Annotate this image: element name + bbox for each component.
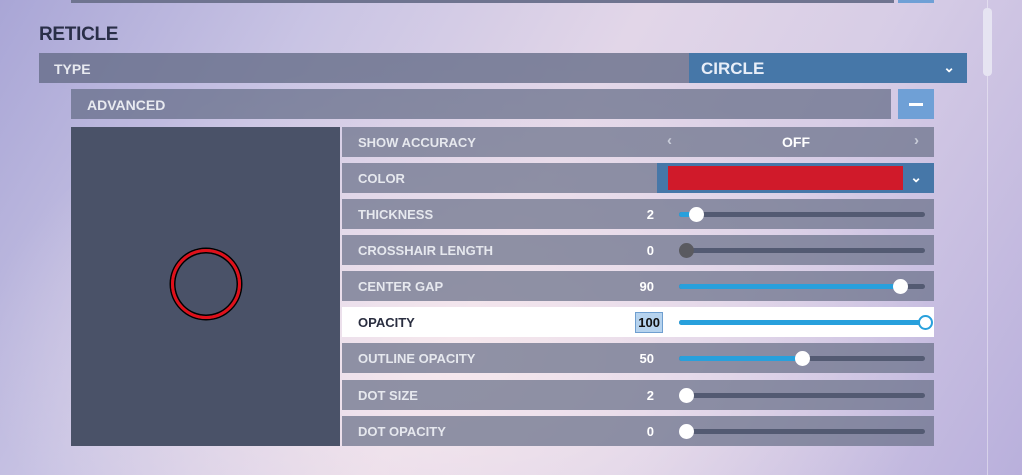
setting-dot-size[interactable]: DOT SIZE 2	[342, 380, 934, 410]
reticle-preview	[71, 127, 340, 446]
setting-label: COLOR	[358, 171, 405, 186]
previous-row	[71, 0, 894, 3]
collapse-advanced-button[interactable]	[898, 89, 934, 119]
chevron-right-icon[interactable]: ›	[914, 132, 919, 149]
setting-label: SHOW ACCURACY	[358, 135, 476, 150]
setting-label: DOT OPACITY	[358, 424, 446, 439]
chevron-left-icon[interactable]: ‹	[667, 132, 672, 149]
setting-label: THICKNESS	[358, 207, 434, 222]
setting-center-gap[interactable]: CENTER GAP 90	[342, 271, 934, 301]
type-label: TYPE	[54, 61, 91, 77]
setting-value: 90	[639, 279, 654, 294]
slider-thumb[interactable]	[679, 243, 695, 258]
setting-crosshair-length[interactable]: CROSSHAIR LENGTH 0	[342, 235, 934, 265]
slider-thumb[interactable]	[918, 315, 933, 330]
slider-thumb[interactable]	[689, 207, 705, 222]
type-row: TYPE CIRCLE ⌄	[39, 53, 967, 83]
slider-thumb[interactable]	[679, 424, 695, 439]
type-value: CIRCLE	[701, 59, 765, 78]
color-dropdown[interactable]: ⌄	[657, 163, 934, 193]
slider-track[interactable]	[679, 388, 925, 403]
slider-track[interactable]	[679, 351, 925, 366]
slider-fill	[679, 320, 925, 325]
setting-label: CENTER GAP	[358, 279, 444, 294]
setting-label: CROSSHAIR LENGTH	[358, 243, 494, 258]
setting-value: 2	[646, 207, 654, 222]
slider-track[interactable]	[679, 315, 933, 330]
setting-show-accuracy[interactable]: SHOW ACCURACY ‹ OFF ›	[342, 127, 934, 157]
color-swatch	[668, 166, 903, 190]
setting-color[interactable]: COLOR ⌄	[342, 163, 934, 193]
slider-track[interactable]	[679, 424, 925, 439]
setting-value: OFF	[782, 134, 810, 150]
slider-track[interactable]	[679, 243, 925, 258]
setting-label: OUTLINE OPACITY	[358, 351, 476, 366]
slider-thumb[interactable]	[679, 388, 695, 403]
setting-label: DOT SIZE	[358, 388, 418, 403]
setting-value[interactable]: 100	[635, 312, 663, 333]
slider-track[interactable]	[679, 207, 925, 222]
setting-value: 0	[646, 424, 654, 439]
setting-outline-opacity[interactable]: OUTLINE OPACITY 50	[342, 343, 934, 373]
advanced-label: ADVANCED	[87, 97, 166, 113]
slider-fill	[679, 356, 802, 361]
setting-value: 2	[646, 388, 654, 403]
section-title: RETICLE	[39, 24, 119, 45]
slider-thumb[interactable]	[795, 351, 810, 366]
setting-label: OPACITY	[358, 315, 415, 330]
scrollbar-thumb[interactable]	[983, 8, 992, 76]
setting-value: 0	[646, 243, 654, 258]
slider-fill	[679, 284, 901, 289]
scroll-track	[987, 0, 988, 475]
setting-thickness[interactable]: THICKNESS 2	[342, 199, 934, 229]
slider-fill	[679, 212, 697, 217]
setting-opacity[interactable]: OPACITY 100	[342, 307, 934, 337]
chevron-down-icon: ⌄	[910, 169, 922, 185]
chevron-down-icon: ⌄	[943, 59, 955, 75]
slider-thumb[interactable]	[893, 279, 909, 294]
circle-reticle	[171, 249, 241, 319]
setting-dot-opacity[interactable]: DOT OPACITY 0	[342, 416, 934, 446]
slider-track[interactable]	[679, 279, 925, 294]
setting-value: 50	[639, 351, 654, 366]
advanced-row: ADVANCED	[71, 89, 891, 119]
type-dropdown[interactable]: CIRCLE ⌄	[689, 53, 967, 83]
previous-row-button[interactable]	[898, 0, 934, 3]
